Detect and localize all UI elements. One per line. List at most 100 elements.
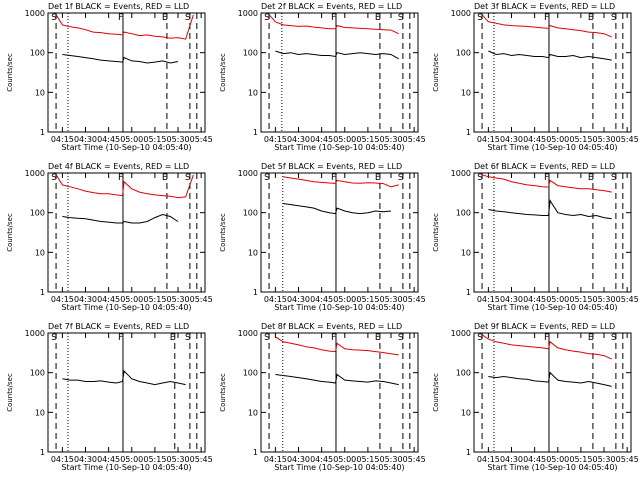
x-axis-label: Start Time (10-Sep-10 04:05:40) [274, 303, 404, 312]
x-tick-label: 05:30 [592, 295, 615, 304]
x-tick-label: 04:15 [51, 295, 74, 304]
x-tick-label: 05:15 [143, 295, 166, 304]
y-tick-label: 100 [30, 369, 45, 378]
x-tick-label: 05:00 [546, 295, 569, 304]
x-tick-label: 05:00 [120, 295, 143, 304]
y-tick-label: 10 [35, 88, 45, 97]
event-label: S [264, 333, 270, 343]
y-tick-label: 1000 [25, 169, 45, 178]
event-label: S [477, 333, 483, 343]
plot-frame [260, 332, 419, 453]
event-label: F [118, 173, 123, 183]
x-tick-label: 05:30 [166, 295, 189, 304]
chart-panel: Det 8f BLACK = Events, RED = LLD 1 10 100 10… [219, 322, 426, 472]
event-label: S [477, 13, 483, 23]
x-tick-label: 05:00 [120, 135, 143, 144]
x-tick-label: 05:45 [190, 295, 213, 304]
event-label: F [331, 333, 336, 343]
event-label: S [264, 173, 270, 183]
chart-title: Det 7f BLACK = Events, RED = LLD [48, 322, 189, 331]
y-tick-label: 10 [35, 248, 45, 257]
y-tick-label: 1 [253, 288, 258, 297]
series-line [488, 199, 612, 220]
event-label: S [51, 173, 57, 183]
x-axis-label: Start Time (10-Sep-10 04:05:40) [274, 463, 404, 472]
event-label: F [118, 333, 123, 343]
x-tick-label: 04:45 [310, 295, 333, 304]
y-tick-label: 10 [248, 408, 258, 417]
x-tick-label: 04:15 [51, 455, 74, 464]
event-label: F [544, 333, 549, 343]
series-line [481, 334, 612, 360]
y-tick-label: 1 [466, 288, 471, 297]
x-tick-label: 05:00 [546, 135, 569, 144]
x-tick-label: 05:45 [403, 455, 426, 464]
event-label: E [170, 333, 176, 343]
x-tick-label: 05:30 [379, 135, 402, 144]
x-tick-label: 05:15 [356, 135, 379, 144]
event-label: F [331, 13, 336, 23]
x-tick-label: 04:30 [287, 455, 310, 464]
y-tick-label: 1000 [451, 329, 471, 338]
y-tick-label: 1000 [451, 169, 471, 178]
event-label: F [544, 173, 549, 183]
x-tick-label: 04:30 [287, 135, 310, 144]
series-line [55, 14, 194, 40]
event-label: S [264, 13, 270, 23]
chart-title: Det 9f BLACK = Events, RED = LLD [474, 322, 615, 331]
x-tick-label: 04:45 [97, 455, 120, 464]
chart-title: Det 1f BLACK = Events, RED = LLD [48, 2, 189, 11]
y-tick-label: 1000 [25, 329, 45, 338]
y-tick-label: 10 [461, 408, 471, 417]
x-tick-label: 05:15 [143, 455, 166, 464]
y-axis-label: Counts/sec [219, 373, 227, 412]
x-tick-label: 05:30 [592, 455, 615, 464]
x-tick-label: 04:45 [97, 135, 120, 144]
y-tick-label: 1 [466, 128, 471, 137]
event-label: S [611, 13, 617, 23]
x-tick-label: 04:15 [477, 295, 500, 304]
x-tick-label: 05:30 [379, 295, 402, 304]
y-tick-label: 1000 [238, 9, 258, 18]
x-tick-label: 04:15 [264, 455, 287, 464]
event-label: S [398, 13, 404, 23]
plot-frame [473, 332, 632, 453]
x-axis-label: Start Time (10-Sep-10 04:05:40) [487, 463, 617, 472]
series-line [55, 174, 194, 199]
event-label: F [331, 173, 336, 183]
x-tick-label: 04:45 [523, 295, 546, 304]
y-axis-label: Counts/sec [219, 53, 227, 92]
series-line [275, 373, 399, 386]
x-tick-label: 04:15 [477, 135, 500, 144]
series-line [275, 50, 399, 60]
chart-panel: Det 4f BLACK = Events, RED = LLD 1 10 100 10… [6, 162, 213, 312]
event-label: S [611, 173, 617, 183]
plot-frame [260, 172, 419, 293]
series-line [283, 176, 399, 188]
event-label: S [185, 173, 191, 183]
chart-title: Det 2f BLACK = Events, RED = LLD [261, 2, 402, 11]
y-tick-label: 100 [456, 209, 471, 218]
plot-frame [47, 172, 206, 293]
event-label: E [375, 13, 381, 23]
event-label: S [185, 333, 191, 343]
x-tick-label: 05:45 [403, 295, 426, 304]
event-label: S [51, 13, 57, 23]
series-line [62, 369, 186, 386]
x-tick-label: 04:15 [477, 455, 500, 464]
x-axis-label: Start Time (10-Sep-10 04:05:40) [61, 143, 191, 152]
x-tick-label: 05:15 [569, 135, 592, 144]
y-tick-label: 1 [40, 288, 45, 297]
event-label: S [51, 333, 57, 343]
x-axis-label: Start Time (10-Sep-10 04:05:40) [61, 303, 191, 312]
y-tick-label: 1 [253, 128, 258, 137]
chart-title: Det 8f BLACK = Events, RED = LLD [261, 322, 402, 331]
event-label: E [162, 13, 168, 23]
y-axis-label: Counts/sec [6, 373, 14, 412]
y-tick-label: 1 [40, 448, 45, 457]
x-tick-label: 05:00 [546, 455, 569, 464]
y-axis-label: Counts/sec [432, 53, 440, 92]
y-tick-label: 1000 [451, 9, 471, 18]
y-tick-label: 100 [30, 49, 45, 58]
